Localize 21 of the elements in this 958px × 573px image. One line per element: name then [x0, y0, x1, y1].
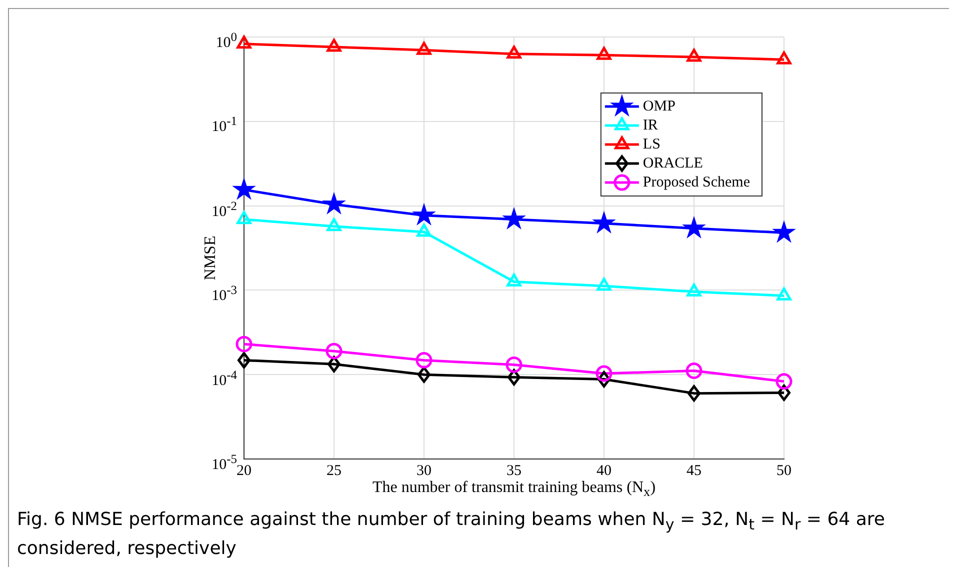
- y-tick-label: 10$^{-3}$: [212, 282, 237, 306]
- legend-label: OMP: [642, 98, 676, 114]
- x-tick-label: 30: [416, 462, 432, 479]
- y-axis-title: NMSE: [202, 234, 220, 282]
- y-tick-label: 10$^{-5}$: [212, 451, 237, 475]
- x-tick-label: 25: [326, 462, 342, 479]
- text: Fig. 6 NMSE performance against the number of training beams when N$_{y}$ = 32, N$_{t}$ = N$_{r}$ = 64 are considered, respectively: [17, 509, 885, 559]
- x-tick-label: 35: [506, 462, 522, 479]
- x-tick-label: 50: [776, 462, 792, 479]
- legend-label: ORACLE: [642, 155, 703, 172]
- x-tick-label: 40: [596, 462, 612, 479]
- y-tick-label: 10$^{0}$: [216, 29, 237, 53]
- x-tick-label: 45: [686, 462, 702, 479]
- legend-label: Proposed Scheme: [642, 174, 750, 190]
- x-axis-title: The number of transmit training beams (N$_{x}$): [371, 479, 657, 500]
- legend-label: IR: [642, 117, 658, 134]
- y-tick-label: 10$^{-1}$: [212, 113, 237, 138]
- y-tick-label: 10$^{-2}$: [212, 198, 237, 222]
- y-tick-label: 10$^{-4}$: [212, 366, 237, 391]
- legend-label: LS: [642, 136, 660, 152]
- x-tick-label: 20: [236, 462, 252, 479]
